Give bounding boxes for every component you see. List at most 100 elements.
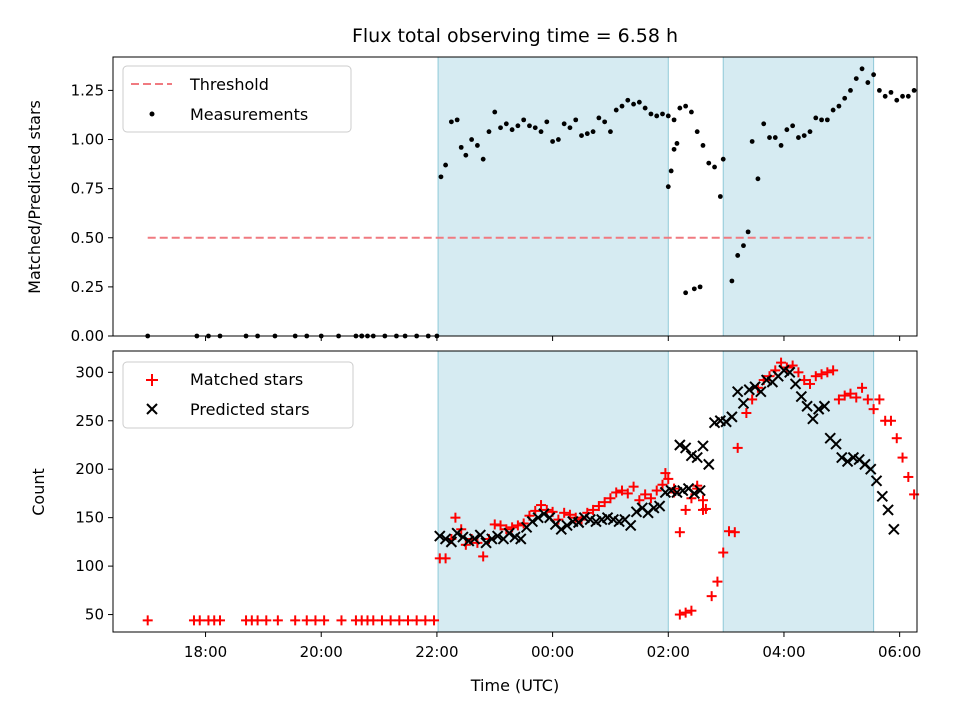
measurement-point <box>555 137 561 142</box>
matched-star-point <box>605 493 616 504</box>
predicted-star-point <box>694 484 706 497</box>
measurements-legend-label: Measurements <box>190 105 308 124</box>
x-tick-label: 02:00 <box>647 643 690 661</box>
predicted-star-point <box>653 500 666 512</box>
matched-star-point <box>706 591 717 602</box>
measurement-point <box>717 194 723 199</box>
measurement-point <box>448 119 454 125</box>
measurement-point <box>745 229 751 235</box>
measurement-point <box>660 111 665 117</box>
matched-star-point <box>793 367 804 378</box>
measurement-point <box>619 103 625 109</box>
matched-star-point <box>593 501 604 512</box>
matched-star-point <box>874 394 885 405</box>
measurement-point <box>735 253 741 258</box>
matched-star-point <box>833 394 844 405</box>
y-tick-label: 0.75 <box>71 180 104 198</box>
y-tick-label: 200 <box>75 460 104 478</box>
matched-star-point <box>680 607 691 618</box>
predicted-star-point <box>755 385 767 398</box>
predicted-star-point <box>870 475 883 487</box>
measurement-point <box>480 156 486 162</box>
measurement-point <box>503 121 509 127</box>
chart-title: Flux total observing time = 6.58 h <box>352 25 678 47</box>
matched-star-point <box>885 415 896 426</box>
predicted-star-point <box>491 530 504 542</box>
matched-star-point <box>385 615 396 626</box>
measurement-point <box>683 103 689 109</box>
measurement-point <box>807 129 813 135</box>
measurement-point <box>689 109 694 115</box>
measurement-point <box>894 97 900 103</box>
predicted-star-point <box>474 529 487 541</box>
measurement-point <box>749 139 755 144</box>
matched-star-point <box>660 468 671 479</box>
measurement-point <box>697 284 703 290</box>
measurement-point <box>836 103 842 109</box>
measurement-point <box>654 113 660 119</box>
predicted-star-point <box>882 504 894 516</box>
measurement-point <box>848 88 853 93</box>
matched-star-point <box>194 615 205 626</box>
measurement-point <box>842 95 848 101</box>
measurement-point <box>463 152 469 158</box>
predicted-star-point <box>865 463 877 475</box>
matched-star-point <box>747 394 758 405</box>
measurement-point <box>443 162 448 168</box>
matched-star-point <box>680 504 691 515</box>
measurements-legend-swatch <box>149 111 155 117</box>
measurement-point <box>801 133 807 138</box>
matched-star-point <box>261 615 272 626</box>
measurement-point <box>911 88 917 93</box>
measurement-point <box>636 99 642 105</box>
measurement-point <box>691 286 697 292</box>
y-tick-label: 150 <box>75 509 104 527</box>
measurement-point <box>532 125 538 131</box>
matched-star-point <box>512 520 523 531</box>
matched-star-point <box>420 615 431 626</box>
y-tick-label: 300 <box>75 363 104 381</box>
matched-star-point <box>495 520 506 531</box>
matched-star-point <box>862 394 873 405</box>
measurement-point <box>888 89 894 95</box>
matched-star-point <box>810 371 821 382</box>
measurement-point <box>853 76 859 82</box>
measurement-point <box>509 127 515 133</box>
matched-star-point <box>450 512 461 523</box>
matched-star-point <box>559 507 570 518</box>
predicted-star-point <box>439 533 452 545</box>
matched-star-point <box>301 615 312 626</box>
matched-star-point <box>700 503 711 514</box>
predicted-star-point <box>795 390 808 403</box>
measurement-point <box>438 174 444 180</box>
measurement-point <box>671 146 677 152</box>
predicted-star-point <box>451 527 463 539</box>
count-panel: 50 100 150 200 250 300 18:00 20:00 22:00 00:00 02… <box>29 350 921 695</box>
measurement-point <box>665 184 671 190</box>
measurement-point <box>900 93 905 99</box>
measurement-point <box>538 129 544 135</box>
measurement-point <box>859 66 865 72</box>
matched-star-point <box>411 615 422 626</box>
predicted-star-point <box>526 515 539 528</box>
matched-legend-swatch <box>146 374 158 386</box>
y-tick-label: 50 <box>85 606 104 624</box>
measurement-point <box>498 125 503 131</box>
measurement-point <box>668 168 674 174</box>
matched-star-point <box>142 615 153 626</box>
matched-star-point <box>310 615 321 626</box>
predicted-star-point <box>691 451 703 464</box>
predicted-star-point <box>703 458 715 471</box>
x-tick-label: 00:00 <box>531 643 574 661</box>
measurement-point <box>741 243 746 249</box>
measurement-point <box>642 105 648 111</box>
measurement-point <box>544 119 550 125</box>
matched-star-point <box>651 485 662 496</box>
measurement-point <box>602 119 608 125</box>
predicted-star-point <box>726 411 738 423</box>
predicted-star-point <box>457 531 469 543</box>
matched-star-point <box>712 576 723 587</box>
predicted-star-point <box>624 519 637 532</box>
matched-star-point <box>799 375 810 386</box>
